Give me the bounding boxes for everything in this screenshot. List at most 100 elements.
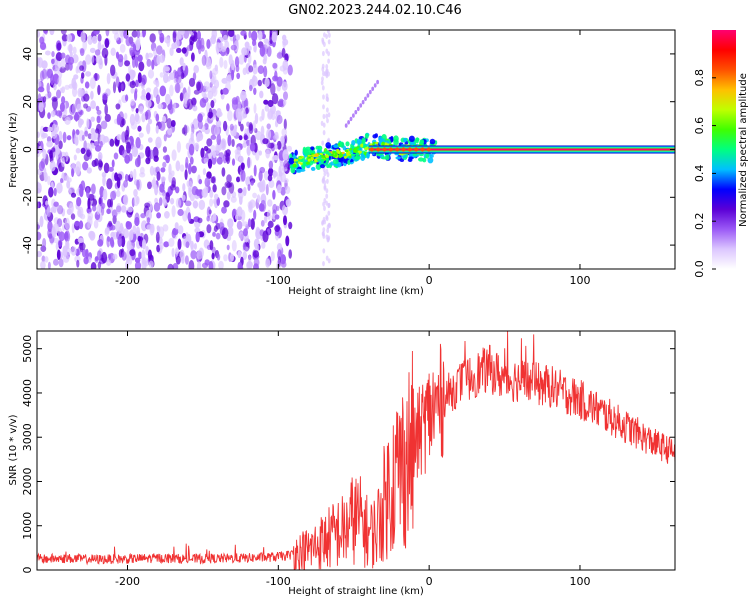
noise-blob xyxy=(37,201,40,209)
noise-blob xyxy=(226,174,232,183)
signal-blob xyxy=(429,154,434,158)
noise-blob xyxy=(281,47,286,58)
noise-blob xyxy=(267,209,271,220)
carrier-blob xyxy=(382,147,387,152)
noise-blob xyxy=(155,231,160,244)
noise-blob xyxy=(170,197,175,205)
noise-blob xyxy=(253,209,257,220)
noise-blob xyxy=(210,176,216,184)
noise-blob xyxy=(48,233,53,239)
noise-blob xyxy=(132,43,137,52)
noise-blob xyxy=(159,54,166,63)
noise-blob xyxy=(47,261,51,269)
noise-blob xyxy=(135,79,139,88)
noise-blob xyxy=(138,132,144,138)
noise-blob xyxy=(135,226,141,238)
noise-blob xyxy=(162,146,167,153)
noise-blob xyxy=(72,46,77,55)
noise-blob xyxy=(102,92,109,101)
noise-blob xyxy=(73,133,79,145)
noise-blob xyxy=(102,174,106,187)
noise-blob xyxy=(86,149,91,157)
noise-blob xyxy=(106,73,111,85)
noise-blob xyxy=(281,204,289,216)
noise-blob xyxy=(206,171,212,179)
noise-blob xyxy=(61,34,68,42)
noise-blob xyxy=(221,186,227,196)
noise-blob xyxy=(116,203,122,215)
noise-streak xyxy=(323,219,327,225)
noise-blob xyxy=(182,183,186,192)
noise-blob xyxy=(276,76,283,87)
noise-streak xyxy=(322,248,326,254)
y-tick-label: 0 xyxy=(21,567,34,574)
signal-core xyxy=(357,148,361,151)
noise-blob xyxy=(137,125,142,132)
noise-blob xyxy=(130,99,135,106)
noise-blob xyxy=(197,113,203,123)
noise-blob xyxy=(58,140,63,150)
signal-blob xyxy=(408,135,415,142)
noise-blob xyxy=(223,254,228,262)
noise-blob xyxy=(174,82,181,94)
noise-blob xyxy=(221,206,227,214)
signal-blob xyxy=(356,155,361,160)
noise-blob xyxy=(42,238,47,249)
noise-blob xyxy=(198,178,203,185)
noise-blob xyxy=(207,90,214,100)
noise-blob xyxy=(90,133,96,141)
noise-blob xyxy=(90,116,95,122)
noise-blob xyxy=(194,142,200,151)
noise-blob xyxy=(227,226,234,237)
noise-blob xyxy=(116,134,122,141)
noise-blob xyxy=(110,64,116,77)
signal-core xyxy=(350,153,356,157)
x-tick-label: 0 xyxy=(426,274,433,287)
noise-blob xyxy=(153,47,158,57)
colorbar: 0.0 0.2 0.4 0.6 0.8 Normalized spectral ampl… xyxy=(693,30,749,278)
noise-blob xyxy=(53,201,59,207)
y-tick-label: 20 xyxy=(21,95,34,109)
noise-blob xyxy=(282,149,289,161)
noise-streak xyxy=(325,96,329,102)
noise-blob xyxy=(172,227,179,236)
noise-blob xyxy=(108,166,114,172)
noise-streak xyxy=(325,193,329,199)
noise-blob xyxy=(248,65,254,73)
noise-blob xyxy=(39,42,47,50)
noise-blob xyxy=(231,158,236,166)
noise-blob xyxy=(91,35,98,44)
noise-blob xyxy=(237,250,242,259)
noise-blob xyxy=(203,81,210,90)
noise-blob xyxy=(73,74,79,80)
noise-blob xyxy=(219,56,224,68)
harmonic-blob xyxy=(371,86,375,92)
harmonic-blob xyxy=(352,113,355,118)
noise-blob xyxy=(230,196,237,203)
noise-blob xyxy=(221,167,226,177)
noise-blob xyxy=(87,211,94,221)
signal-blob xyxy=(364,133,369,139)
signal-core xyxy=(343,155,347,159)
noise-blob xyxy=(145,124,150,133)
signal-core xyxy=(314,153,319,157)
noise-blob xyxy=(77,237,84,243)
noise-blob xyxy=(129,170,134,179)
noise-blob xyxy=(139,105,144,115)
noise-blob xyxy=(240,169,246,182)
noise-blob xyxy=(37,30,41,38)
noise-blob xyxy=(162,224,169,232)
noise-blob xyxy=(58,231,65,242)
noise-blob xyxy=(62,131,67,143)
signal-blob xyxy=(415,137,419,144)
noise-blob xyxy=(136,179,140,190)
noise-blob xyxy=(268,167,274,177)
signal-core xyxy=(298,157,303,160)
noise-streak xyxy=(327,137,331,143)
noise-blob xyxy=(70,213,76,220)
noise-blob xyxy=(116,177,121,189)
x-tick-label: -100 xyxy=(266,575,291,588)
noise-blob xyxy=(41,60,48,69)
noise-blob xyxy=(187,212,191,222)
noise-blob xyxy=(134,216,140,227)
